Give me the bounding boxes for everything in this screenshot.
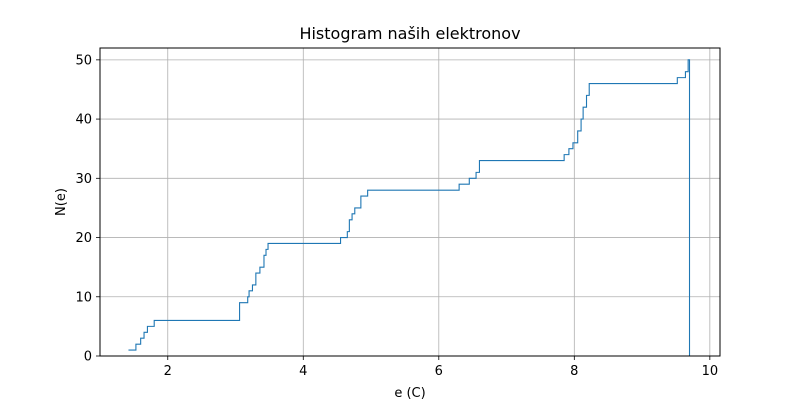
y-tick-label: 0 (84, 350, 92, 365)
plot-frame (99, 47, 721, 357)
ticks: 2 4 6 8 10 0 10 20 30 40 50 (75, 53, 718, 379)
y-tick-label: 50 (75, 53, 92, 68)
series-layer (128, 59, 691, 356)
x-tick-label: 2 (164, 364, 172, 379)
grid (100, 48, 720, 357)
y-tick-label: 10 (75, 290, 92, 305)
chart-title: Histogram naših elektronov (299, 24, 520, 43)
y-tick-label: 40 (75, 113, 92, 128)
y-tick-label: 30 (75, 172, 92, 187)
x-axis-label: e (C) (394, 386, 425, 400)
y-tick-label: 20 (75, 231, 92, 246)
x-tick-label: 4 (299, 364, 307, 379)
series-line (128, 59, 691, 356)
y-axis-label: N(e) (54, 188, 69, 216)
x-tick-label: 10 (702, 364, 719, 379)
x-tick-label: 6 (435, 364, 443, 379)
x-tick-label: 8 (570, 364, 578, 379)
